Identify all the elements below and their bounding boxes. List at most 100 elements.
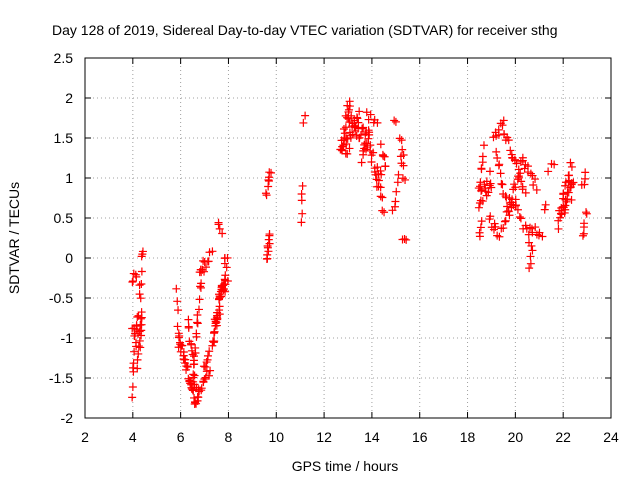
data-point <box>263 243 272 252</box>
data-point <box>223 276 232 285</box>
data-point <box>178 341 187 350</box>
y-tick-label: -1.5 <box>49 370 73 386</box>
data-point <box>531 223 540 232</box>
data-point <box>212 313 221 322</box>
y-tick-label: -2 <box>61 410 74 426</box>
data-points <box>128 97 591 408</box>
data-point <box>265 230 274 239</box>
data-point <box>199 362 208 371</box>
y-tick-label: 0 <box>65 250 73 266</box>
data-point <box>512 159 521 168</box>
data-point <box>564 188 573 197</box>
data-point <box>526 169 535 178</box>
data-point <box>128 278 137 287</box>
data-point <box>516 157 525 166</box>
data-point <box>129 359 138 368</box>
data-point <box>514 165 523 174</box>
x-tick-label: 10 <box>268 429 284 445</box>
data-point <box>398 145 407 154</box>
data-point <box>193 318 202 327</box>
data-point <box>559 189 568 198</box>
data-point <box>516 214 525 223</box>
data-point <box>263 254 272 263</box>
data-point <box>359 123 368 132</box>
data-point <box>394 170 403 179</box>
data-point <box>475 228 484 237</box>
data-point <box>582 208 591 217</box>
data-point <box>341 123 350 132</box>
data-point <box>366 110 375 119</box>
data-point <box>511 183 520 192</box>
data-point <box>566 158 575 167</box>
data-point <box>264 247 273 256</box>
data-point <box>137 308 146 317</box>
data-point <box>345 144 354 153</box>
data-point <box>297 190 306 199</box>
data-point <box>356 131 365 140</box>
data-point <box>516 169 525 178</box>
data-point <box>518 153 527 162</box>
data-point <box>515 173 524 182</box>
data-point <box>215 302 224 311</box>
data-point <box>367 158 376 167</box>
data-point <box>521 188 530 197</box>
data-point <box>208 247 217 256</box>
data-point <box>137 280 146 289</box>
data-point <box>342 139 351 148</box>
x-tick-label: 20 <box>508 429 524 445</box>
data-point <box>222 263 231 272</box>
x-tick-label: 22 <box>555 429 571 445</box>
data-point <box>261 189 270 198</box>
y-tick-label: 0.5 <box>54 210 74 226</box>
data-point <box>376 192 385 201</box>
data-point <box>365 128 374 137</box>
data-point <box>376 183 385 192</box>
data-point <box>361 129 370 138</box>
data-point <box>265 168 274 177</box>
data-point <box>218 229 227 238</box>
data-point <box>130 347 139 356</box>
data-point <box>128 382 137 391</box>
data-point <box>498 121 507 130</box>
data-point <box>378 206 387 215</box>
data-point <box>494 125 503 134</box>
data-point <box>195 295 204 304</box>
data-point <box>184 315 193 324</box>
data-point <box>569 178 578 187</box>
data-point <box>132 272 141 281</box>
data-point <box>476 223 485 232</box>
data-point <box>532 185 541 194</box>
data-point <box>134 349 143 358</box>
x-tick-label: 12 <box>316 429 332 445</box>
data-point <box>477 217 486 226</box>
data-point <box>183 363 192 372</box>
data-point <box>381 162 390 171</box>
y-tick-label: 1 <box>65 170 73 186</box>
chart-title: Day 128 of 2019, Sidereal Day-to-day VTE… <box>52 22 558 38</box>
data-point <box>391 197 400 206</box>
data-point <box>359 150 368 159</box>
data-point <box>528 246 537 255</box>
data-point <box>376 140 385 149</box>
data-point <box>174 333 183 342</box>
data-point <box>128 363 137 372</box>
data-point <box>544 167 553 176</box>
data-point <box>474 203 483 212</box>
data-point <box>193 319 202 328</box>
data-point <box>265 239 274 248</box>
data-point <box>556 209 565 218</box>
data-point <box>200 375 209 384</box>
data-point <box>223 253 232 262</box>
data-point <box>133 355 142 364</box>
data-point <box>299 118 308 127</box>
data-point <box>172 284 181 293</box>
data-point <box>135 327 144 336</box>
data-point <box>495 232 504 241</box>
data-point <box>179 351 188 360</box>
data-point <box>391 117 400 126</box>
x-tick-label: 16 <box>412 429 428 445</box>
data-point <box>498 180 507 189</box>
data-point <box>395 134 404 143</box>
x-tick-label: 2 <box>81 429 89 445</box>
